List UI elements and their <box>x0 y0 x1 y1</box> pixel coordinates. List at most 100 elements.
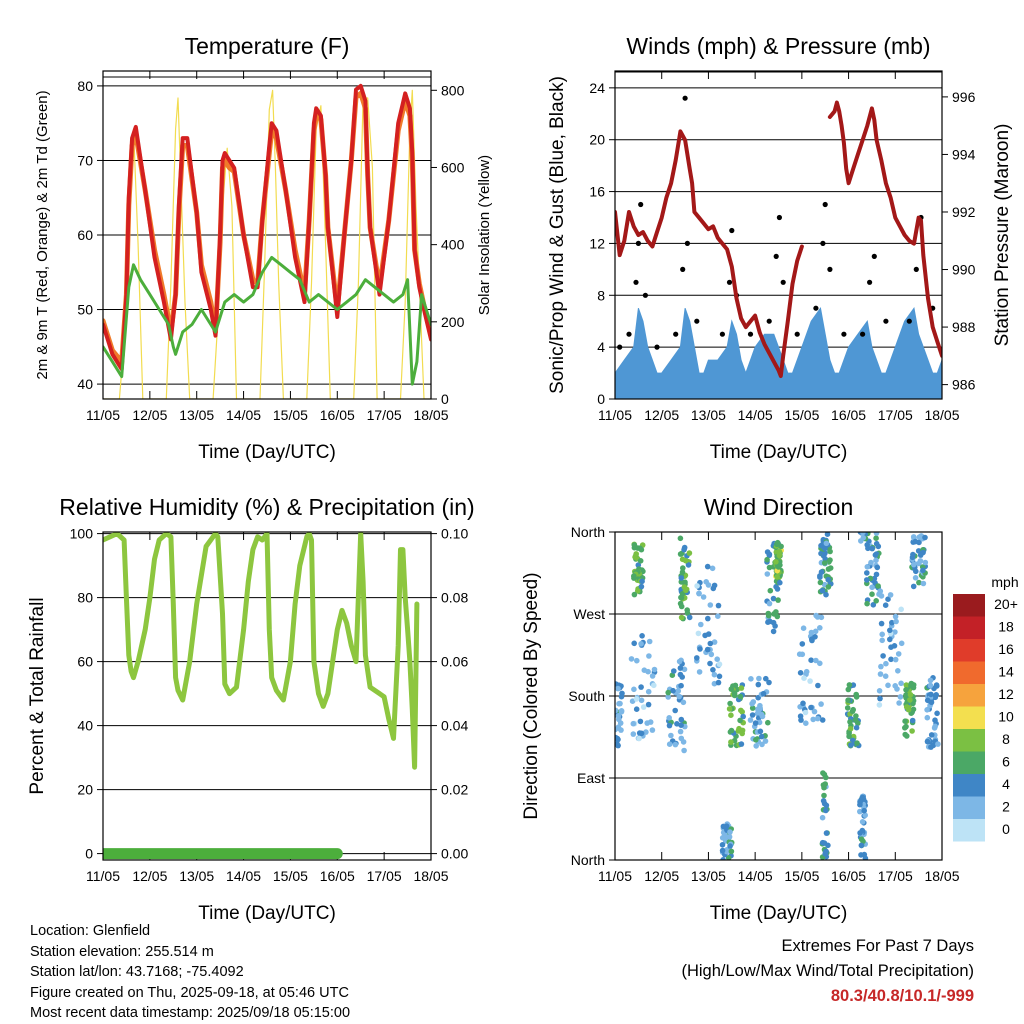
y-tick-label: 70 <box>77 152 93 168</box>
direction-point <box>651 666 658 673</box>
direction-point <box>928 732 935 738</box>
x-tick-label: 17/05 <box>367 868 402 884</box>
direction-point <box>885 682 891 689</box>
direction-point <box>760 690 767 697</box>
direction-point <box>874 564 881 571</box>
direction-point <box>696 669 703 675</box>
direction-point <box>898 640 905 647</box>
series-2m-td <box>103 255 431 386</box>
direction-point <box>749 700 755 707</box>
direction-point <box>861 807 867 814</box>
direction-point <box>864 570 870 576</box>
direction-point <box>878 593 885 599</box>
direction-point <box>849 708 856 715</box>
gust-point <box>883 318 889 324</box>
legend-swatch <box>953 639 985 662</box>
recent-timestamp: Most recent data timestamp: 2025/09/18 0… <box>30 1005 351 1021</box>
direction-point <box>820 770 826 776</box>
direction-point <box>807 678 813 684</box>
direction-point <box>818 569 825 575</box>
direction-point <box>767 587 774 594</box>
direction-point <box>917 552 924 558</box>
direction-point <box>909 717 916 724</box>
direction-point <box>934 710 940 717</box>
y-tick-label-right: 600 <box>441 159 465 175</box>
series-station-pressure-0 <box>615 129 804 378</box>
wind-direction-chart: Wind Direction Time (Day/UTC) Direction (C… <box>521 494 960 924</box>
winds-pressure-chart: Winds (mph) & Pressure (mb) Time (Day/UTC… <box>547 33 1013 463</box>
direction-point <box>872 552 879 558</box>
x-tick-label: 18/05 <box>413 868 448 884</box>
direction-point <box>638 546 645 553</box>
direction-point <box>927 682 934 689</box>
y-tick-label-right: 800 <box>441 82 465 98</box>
direction-point <box>765 612 772 619</box>
direction-point <box>773 559 779 565</box>
legend-label: 20+ <box>994 596 1018 612</box>
direction-point <box>846 730 852 737</box>
direction-point <box>773 583 779 590</box>
gust-point <box>813 305 819 311</box>
direction-point <box>740 713 746 720</box>
direction-point <box>932 717 938 723</box>
y-tick-label: West <box>573 606 605 622</box>
y-tick-label: North <box>571 524 605 540</box>
direction-point <box>728 739 734 745</box>
x-tick-label: 13/05 <box>179 407 214 423</box>
direction-point <box>808 629 815 636</box>
direction-point <box>719 847 726 854</box>
direction-point <box>641 667 648 673</box>
y-axis-label: Sonic/Prop Wind & Gust (Blue, Black) <box>547 76 568 394</box>
y-tick-label: 80 <box>77 590 93 606</box>
direction-point <box>879 631 885 638</box>
direction-point <box>912 538 919 545</box>
gust-point <box>871 253 877 259</box>
direction-point <box>889 619 895 626</box>
direction-point <box>873 535 879 541</box>
direction-point <box>633 696 640 702</box>
direction-point <box>868 559 874 566</box>
direction-point <box>857 808 863 815</box>
direction-point <box>616 700 622 707</box>
direction-point <box>871 575 878 582</box>
legend-swatch <box>953 684 985 707</box>
direction-point <box>812 628 819 635</box>
direction-point <box>885 596 891 602</box>
direction-point <box>823 540 830 547</box>
direction-point <box>707 602 714 608</box>
direction-point <box>876 702 883 708</box>
direction-point <box>708 651 715 658</box>
direction-point <box>649 727 656 733</box>
direction-point <box>676 693 682 700</box>
gust-point <box>654 344 660 350</box>
direction-point <box>857 830 863 836</box>
direction-point <box>847 726 854 732</box>
y-axis-label: Percent & Total Rainfall <box>27 597 48 794</box>
x-tick-label: 13/05 <box>691 407 726 423</box>
direction-point <box>869 591 875 597</box>
direction-point <box>808 657 814 663</box>
direction-point <box>639 633 645 639</box>
direction-point <box>857 799 863 805</box>
extremes-values: 80.3/40.8/10.1/-999 <box>830 987 974 1005</box>
direction-point <box>633 706 640 712</box>
y-axis-label: 2m & 9m T (Red, Orange) & 2m Td (Green) <box>34 90 51 379</box>
direction-point <box>916 560 922 567</box>
legend-swatch <box>953 819 985 842</box>
direction-point <box>631 591 638 598</box>
legend-label: 10 <box>998 709 1014 725</box>
direction-point <box>755 681 762 688</box>
station-location: Location: Glenfield <box>30 923 151 939</box>
direction-point <box>823 807 829 814</box>
direction-point <box>665 694 671 700</box>
direction-point <box>666 715 672 721</box>
y-tick-label: 50 <box>77 302 93 318</box>
direction-point <box>882 673 889 679</box>
direction-point <box>636 735 642 742</box>
direction-point <box>666 741 673 747</box>
direction-point <box>896 700 902 706</box>
x-tick-label: 18/05 <box>924 868 959 884</box>
direction-point <box>678 595 685 601</box>
direction-point <box>904 733 910 739</box>
direction-point <box>848 742 854 748</box>
